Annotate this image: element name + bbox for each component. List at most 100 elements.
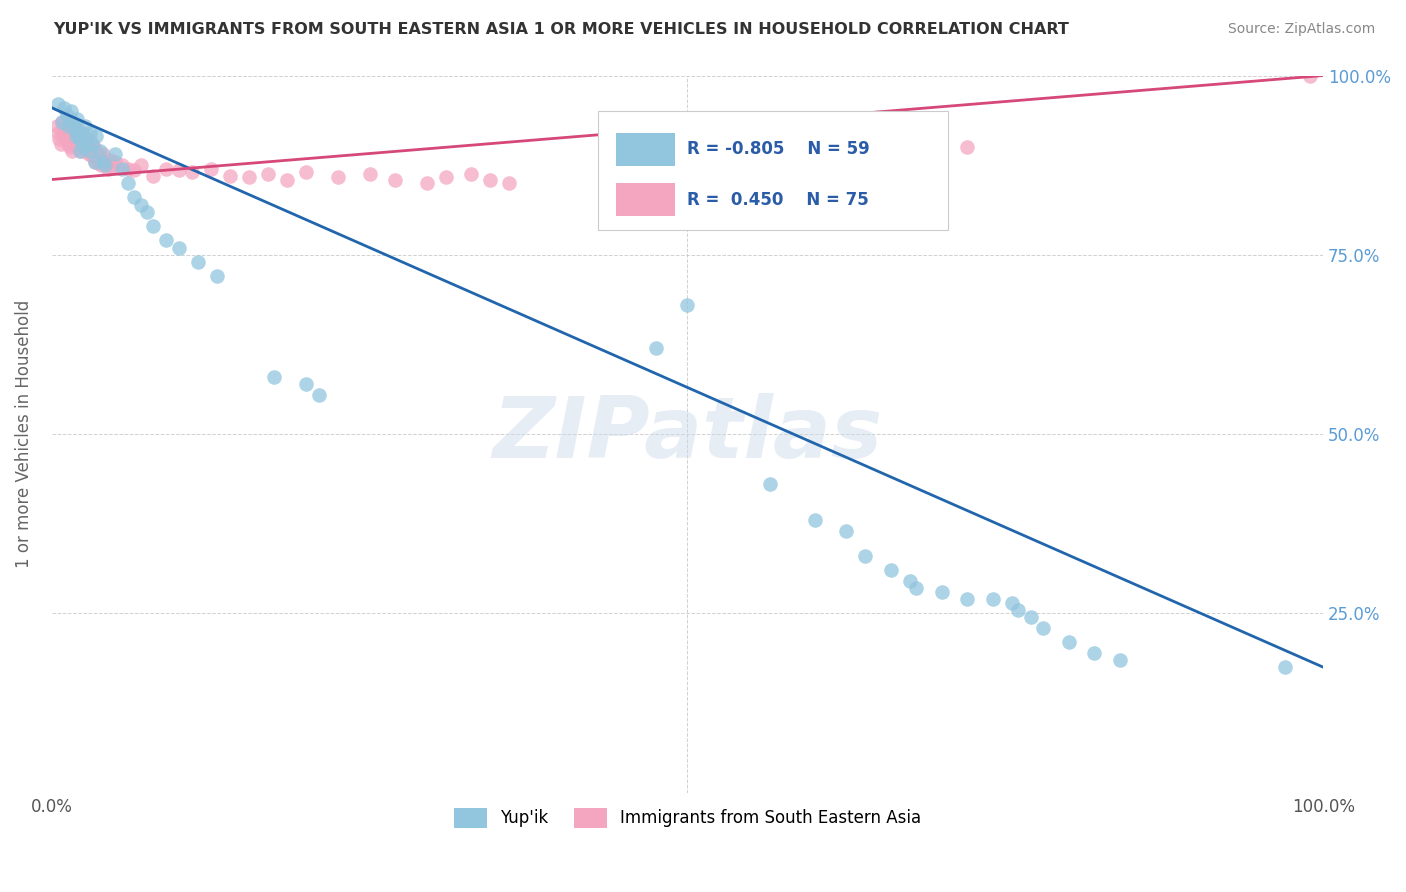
Point [84,154,107,169]
Point [82,136,104,151]
Point [72,126,94,140]
Point [835,524,858,538]
Point [58,140,80,154]
Point [1108,653,1130,667]
Point [84,144,107,158]
Point [69,133,91,147]
Point [855,147,877,161]
FancyBboxPatch shape [616,133,675,166]
Point [1019,610,1042,624]
Point [87,156,110,170]
Point [80,144,103,158]
Point [69,128,91,142]
Point [58,136,80,151]
Point [49,136,72,151]
Point [59,126,82,140]
Point [498,176,520,190]
Point [956,592,979,607]
Point [94,158,117,172]
Point [359,168,381,182]
Point [117,176,139,190]
Point [59,133,82,147]
Point [76,133,98,147]
Point [180,165,202,179]
Point [65,129,87,144]
Point [55,133,77,147]
Point [855,549,877,563]
Point [84,154,107,169]
Point [1001,596,1024,610]
Point [104,147,127,161]
Point [84,129,107,144]
Point [117,161,139,176]
Point [111,158,134,172]
Point [48,131,70,145]
Point [45,119,67,133]
Point [51,115,73,129]
Point [416,176,439,190]
Point [142,169,165,183]
Legend: Yup'ik, Immigrants from South Eastern Asia: Yup'ik, Immigrants from South Eastern As… [447,801,928,835]
Point [1299,69,1322,83]
Point [759,477,782,491]
Point [276,172,298,186]
Point [73,136,96,151]
Point [75,144,97,158]
Point [94,156,117,170]
Point [155,161,177,176]
Point [129,197,152,211]
Point [98,153,121,168]
Point [79,126,101,140]
Point [600,161,623,176]
Point [295,376,318,391]
Point [72,133,94,147]
Point [60,144,83,158]
Point [956,140,979,154]
Point [326,170,349,185]
Point [72,140,94,154]
Point [79,144,101,158]
Point [142,219,165,233]
Point [308,387,330,401]
Point [69,144,91,158]
Point [46,97,69,112]
Point [187,255,209,269]
Point [77,147,100,161]
Point [295,165,318,179]
Point [86,151,108,165]
Point [91,154,114,169]
Point [880,563,903,577]
Point [1032,621,1054,635]
Point [898,574,921,588]
Point [89,149,111,163]
Point [67,126,90,140]
Point [384,172,406,186]
Point [263,369,285,384]
Point [676,298,699,312]
Text: R =  0.450    N = 75: R = 0.450 N = 75 [688,191,869,209]
Point [89,144,111,158]
Point [83,140,105,154]
Point [460,168,482,182]
Point [931,585,953,599]
Point [69,135,91,149]
Point [101,161,124,175]
Point [91,147,114,161]
Point [740,154,762,169]
Point [124,190,146,204]
Point [72,126,94,140]
Point [63,136,86,151]
Point [167,241,190,255]
Point [66,122,89,136]
Point [76,140,98,154]
Text: ZIPatlas: ZIPatlas [492,392,883,475]
Point [66,112,89,126]
Text: Source: ZipAtlas.com: Source: ZipAtlas.com [1227,22,1375,37]
Point [167,163,190,178]
Point [53,101,76,115]
FancyBboxPatch shape [616,183,675,216]
Point [90,158,112,172]
Point [200,161,222,176]
Point [1274,660,1296,674]
Point [52,128,75,142]
